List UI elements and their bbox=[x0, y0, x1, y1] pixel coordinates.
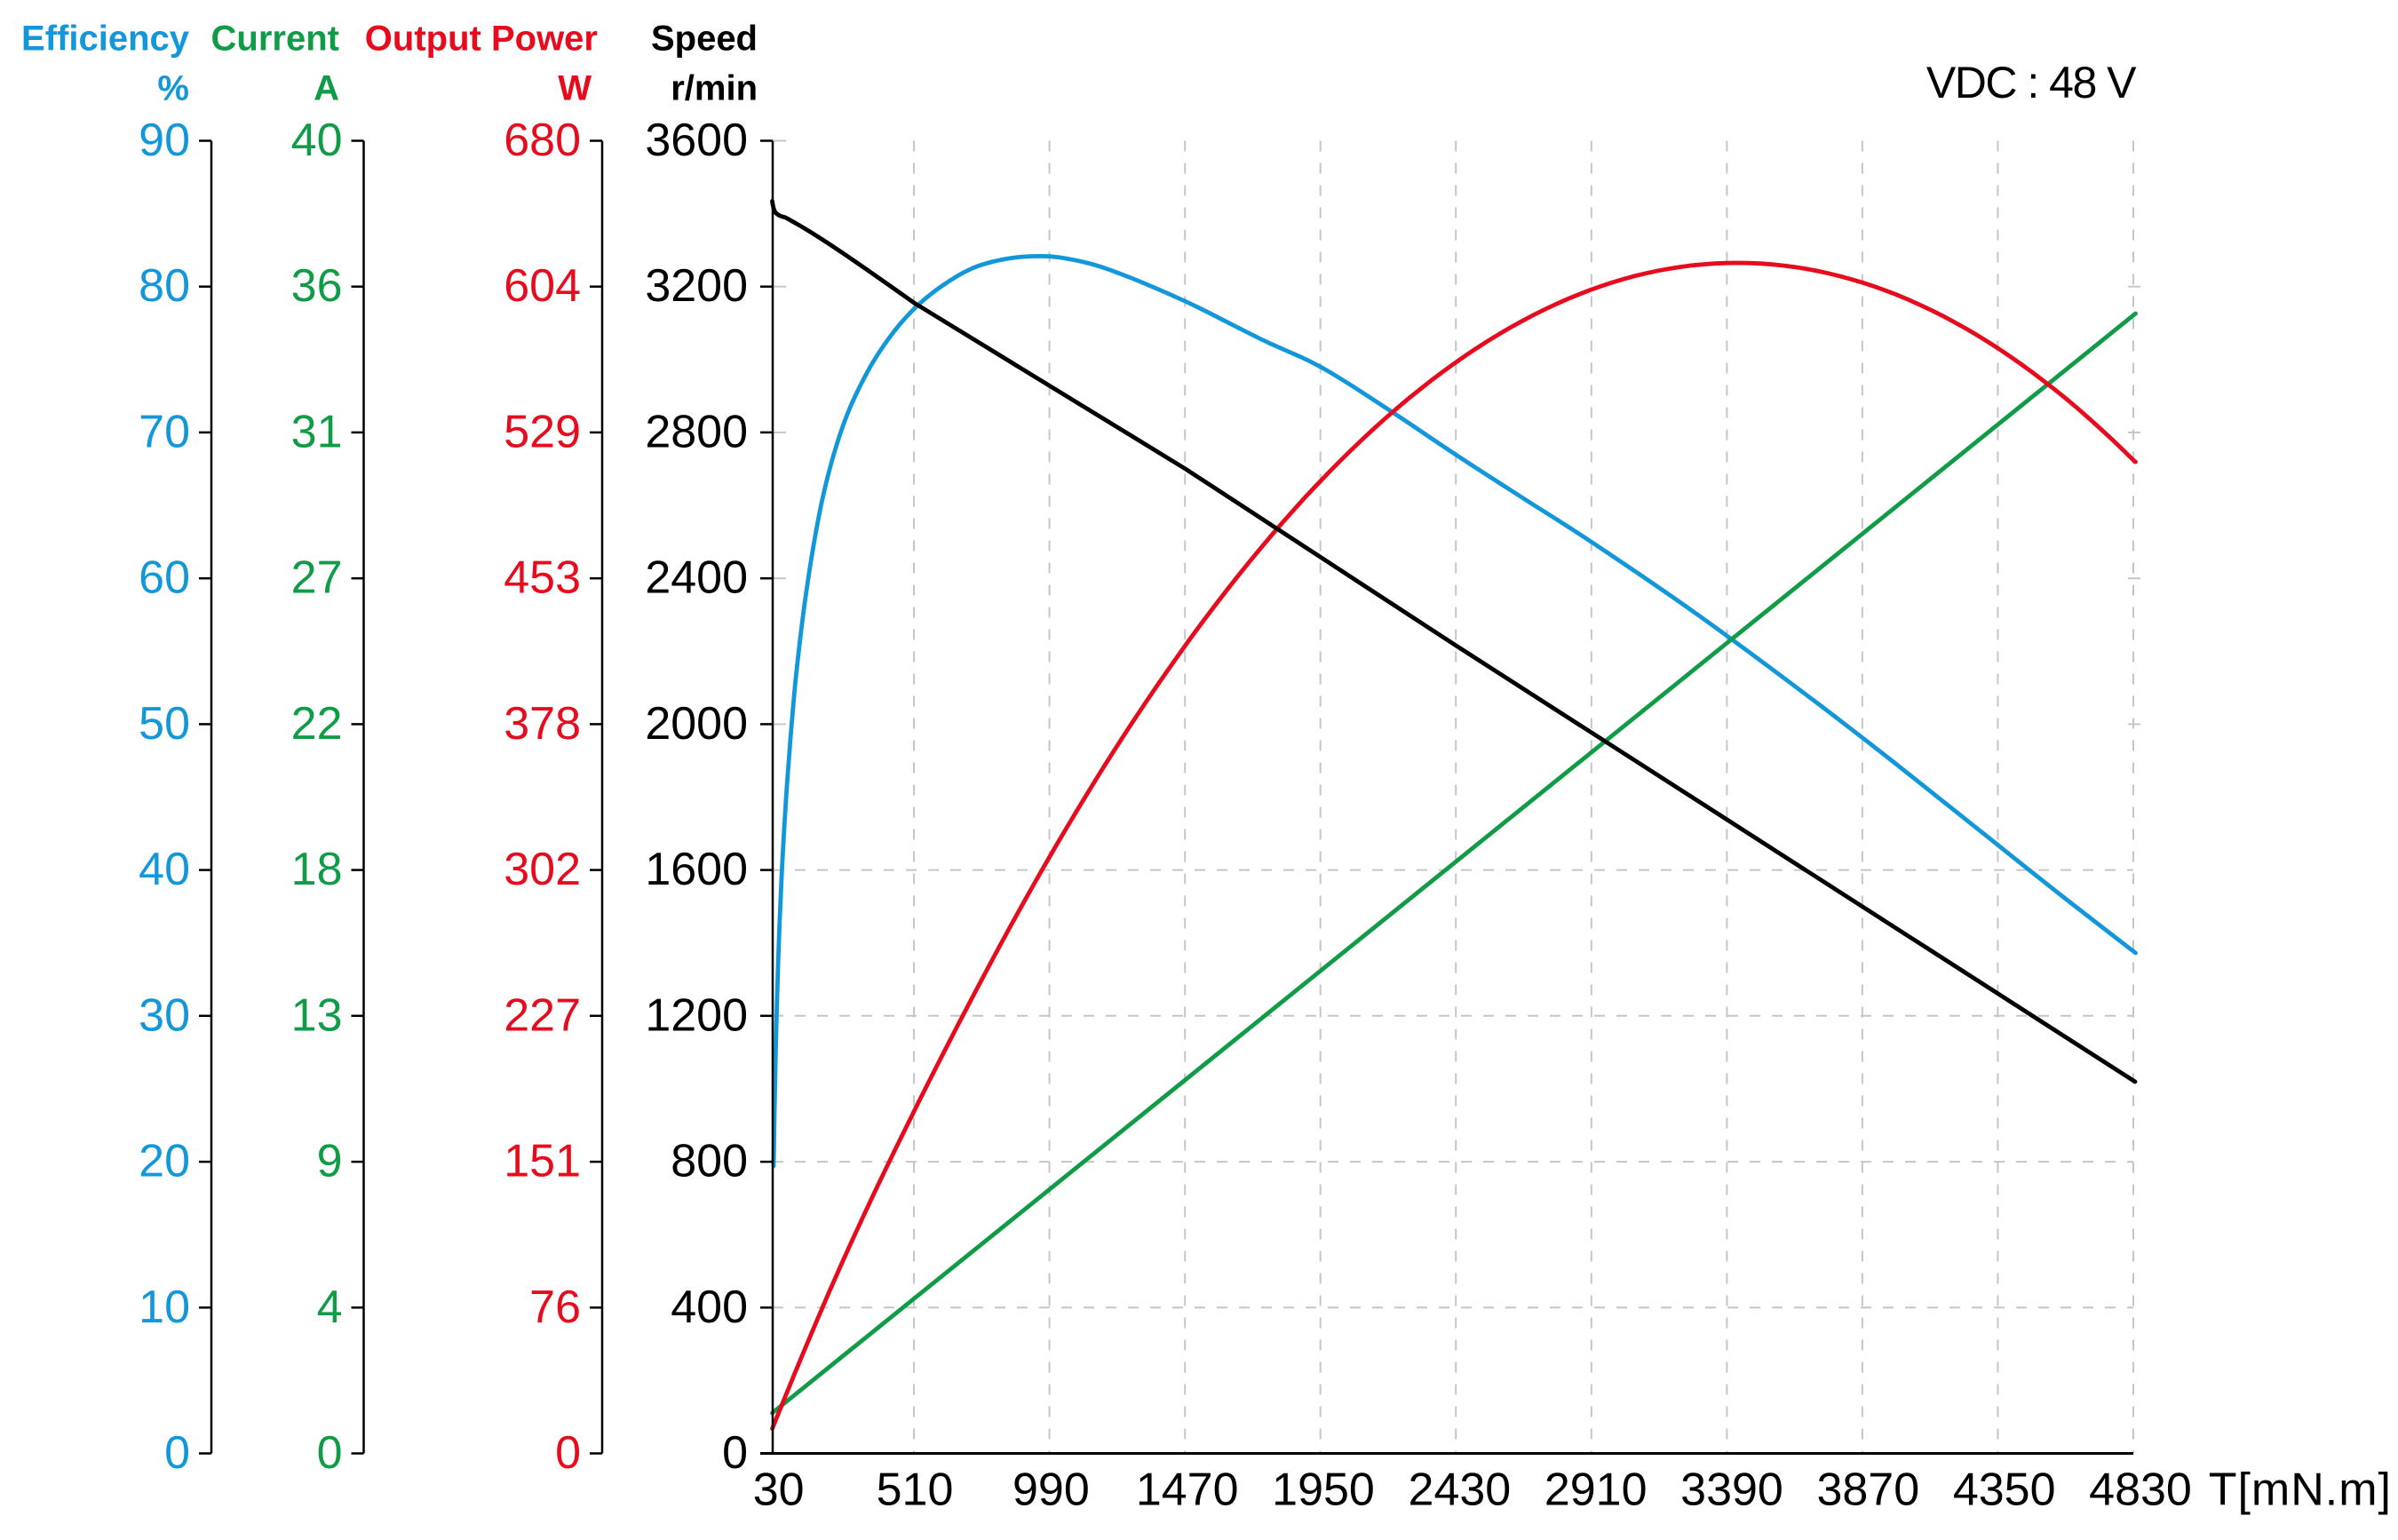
svg-text:80: 80 bbox=[139, 260, 190, 312]
svg-text:2800: 2800 bbox=[645, 406, 748, 457]
svg-text:2430: 2430 bbox=[1409, 1465, 1512, 1516]
svg-text:529: 529 bbox=[504, 406, 581, 457]
svg-text:31: 31 bbox=[291, 406, 343, 457]
svg-text:Output Power: Output Power bbox=[365, 20, 598, 59]
svg-text:510: 510 bbox=[877, 1465, 954, 1516]
svg-text:400: 400 bbox=[671, 1282, 748, 1333]
svg-text:90: 90 bbox=[139, 115, 190, 166]
svg-text:4: 4 bbox=[317, 1282, 343, 1333]
svg-text:680: 680 bbox=[504, 115, 581, 166]
svg-text:Current: Current bbox=[211, 20, 339, 59]
svg-text:%: % bbox=[157, 69, 189, 108]
svg-text:A: A bbox=[314, 69, 339, 108]
svg-text:70: 70 bbox=[139, 406, 190, 457]
svg-text:3200: 3200 bbox=[645, 260, 748, 312]
svg-text:1200: 1200 bbox=[645, 989, 748, 1041]
svg-text:W: W bbox=[558, 69, 592, 108]
svg-text:10: 10 bbox=[139, 1282, 190, 1333]
svg-text:990: 990 bbox=[1012, 1465, 1090, 1516]
svg-text:27: 27 bbox=[291, 552, 343, 604]
svg-text:r/min: r/min bbox=[671, 69, 758, 108]
svg-text:604: 604 bbox=[504, 260, 581, 312]
svg-text:20: 20 bbox=[139, 1136, 190, 1187]
svg-text:36: 36 bbox=[291, 260, 343, 312]
svg-text:50: 50 bbox=[139, 698, 190, 750]
svg-text:302: 302 bbox=[504, 844, 581, 895]
svg-text:2910: 2910 bbox=[1544, 1465, 1648, 1516]
svg-text:VDC : 48 V: VDC : 48 V bbox=[1926, 58, 2137, 107]
svg-text:3390: 3390 bbox=[1680, 1465, 1783, 1516]
svg-text:13: 13 bbox=[291, 989, 343, 1041]
svg-text:1470: 1470 bbox=[1136, 1465, 1239, 1516]
svg-text:40: 40 bbox=[291, 115, 343, 166]
svg-text:Speed: Speed bbox=[651, 20, 758, 59]
svg-text:9: 9 bbox=[317, 1136, 343, 1187]
svg-text:30: 30 bbox=[139, 989, 190, 1041]
svg-text:151: 151 bbox=[504, 1136, 581, 1187]
svg-text:800: 800 bbox=[671, 1136, 748, 1187]
svg-text:60: 60 bbox=[139, 552, 190, 604]
svg-text:0: 0 bbox=[164, 1427, 190, 1479]
svg-text:227: 227 bbox=[504, 989, 581, 1041]
svg-text:18: 18 bbox=[291, 844, 343, 895]
svg-text:0: 0 bbox=[722, 1427, 748, 1479]
svg-text:0: 0 bbox=[317, 1427, 343, 1479]
svg-text:Efficiency: Efficiency bbox=[21, 20, 190, 59]
svg-text:T[mN.m]: T[mN.m] bbox=[2209, 1465, 2392, 1516]
svg-text:3600: 3600 bbox=[645, 115, 748, 166]
svg-text:1950: 1950 bbox=[1272, 1465, 1375, 1516]
svg-text:4350: 4350 bbox=[1953, 1465, 2056, 1516]
svg-text:76: 76 bbox=[529, 1282, 581, 1333]
svg-text:40: 40 bbox=[139, 844, 190, 895]
svg-text:2000: 2000 bbox=[645, 698, 748, 750]
svg-text:4830: 4830 bbox=[2089, 1465, 2192, 1516]
svg-text:30: 30 bbox=[753, 1465, 805, 1516]
svg-text:378: 378 bbox=[504, 698, 581, 750]
svg-text:3870: 3870 bbox=[1816, 1465, 1919, 1516]
svg-text:2400: 2400 bbox=[645, 552, 748, 604]
svg-text:453: 453 bbox=[504, 552, 581, 604]
svg-text:0: 0 bbox=[555, 1427, 581, 1479]
svg-text:1600: 1600 bbox=[645, 844, 748, 895]
svg-text:22: 22 bbox=[291, 698, 343, 750]
